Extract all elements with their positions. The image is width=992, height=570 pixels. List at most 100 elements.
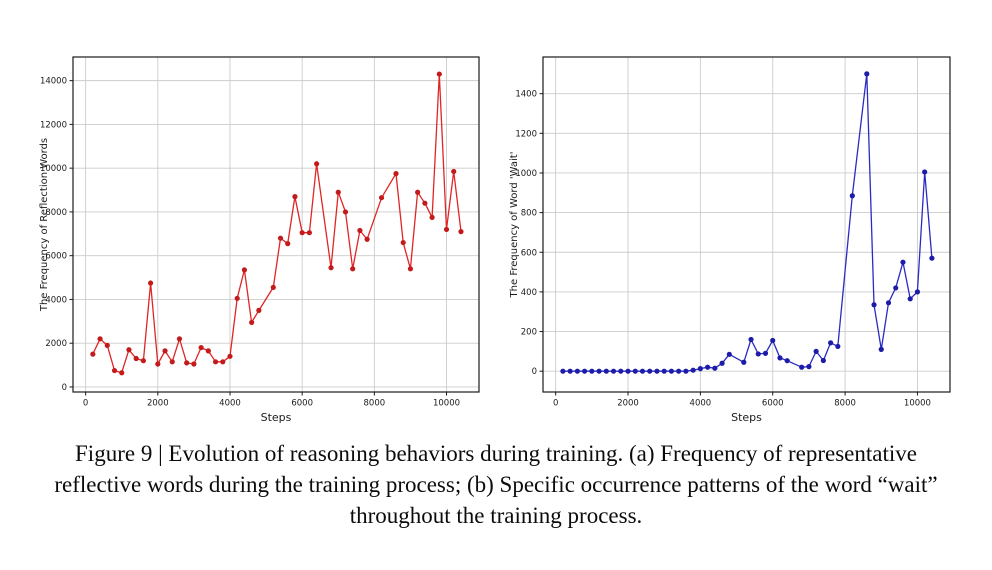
data-point [618, 368, 624, 374]
data-point [119, 370, 125, 376]
data-point [415, 189, 421, 195]
data-point [828, 340, 834, 346]
x-tick-label: 6000 [762, 399, 784, 409]
data-point [813, 348, 819, 354]
caption-line: throughout the training process. [349, 503, 643, 528]
data-point [169, 359, 175, 365]
x-tick-label: 8000 [834, 399, 856, 409]
x-tick-label: 8000 [364, 399, 386, 409]
chart-reflection-words: 0 2000 4000 6000 8000 10000 0 2000 4000 6000 8000 1… [39, 56, 480, 424]
data-point [198, 344, 204, 351]
data-point [871, 302, 877, 308]
data-point [610, 368, 617, 374]
y-tick-label: 12000 [40, 120, 67, 130]
y-tick-label: 4000 [45, 295, 67, 305]
data-point [820, 357, 826, 364]
data-point [407, 266, 414, 272]
data-point [97, 336, 103, 342]
x-tick-label: 0 [83, 399, 88, 409]
caption-line: Figure 9 | Evolution of reasoning behavi… [75, 441, 917, 466]
data-point [285, 241, 291, 247]
data-point [929, 255, 935, 261]
data-point [647, 368, 653, 374]
data-point [256, 307, 262, 313]
data-point [893, 285, 899, 291]
data-point [133, 355, 139, 362]
y-tick-label: 8000 [45, 208, 67, 218]
data-point [914, 289, 921, 295]
data-point [755, 351, 761, 357]
y-tick-label: 0 [532, 367, 537, 377]
data-point [429, 214, 435, 220]
data-point [422, 200, 428, 206]
data-point [357, 227, 363, 234]
data-point [234, 295, 240, 301]
data-point [589, 368, 595, 374]
x-tick-label: 4000 [219, 399, 241, 409]
data-point [567, 368, 573, 374]
data-point [654, 368, 660, 374]
caption-line: reflective words during the training pro… [54, 472, 938, 497]
data-point [603, 368, 609, 374]
chart-word-wait: 0 2000 4000 6000 8000 10000 0 200 400 600 800 1000 1… [509, 56, 951, 424]
plot-border [72, 56, 480, 393]
data-point [104, 342, 110, 348]
data-point [777, 355, 783, 361]
data-point [350, 266, 356, 272]
data-point [328, 265, 334, 271]
data-point [574, 368, 580, 374]
data-point [292, 194, 298, 200]
y-tick-label: 600 [521, 248, 537, 258]
data-point [393, 171, 399, 177]
y-tick-label: 1000 [515, 169, 537, 179]
x-tick-label: 10000 [433, 399, 460, 409]
data-point [719, 360, 725, 366]
y-tick-label: 200 [521, 328, 537, 338]
data-point [147, 280, 154, 286]
data-point [249, 319, 255, 326]
data-point [241, 267, 248, 273]
x-tick-label: 0 [553, 399, 558, 409]
data-point [400, 239, 406, 246]
y-tick-label: 800 [521, 209, 537, 219]
data-point [632, 368, 638, 374]
y-tick-label: 6000 [45, 252, 67, 262]
data-point [378, 195, 385, 201]
data-point [770, 337, 776, 344]
y-tick-label: 1400 [515, 90, 537, 100]
y-tick-label: 0 [62, 383, 67, 393]
data-point [690, 367, 696, 373]
data-point [184, 360, 190, 366]
data-point [596, 368, 602, 374]
data-point [907, 296, 913, 302]
data-point [697, 366, 703, 372]
data-point [191, 361, 197, 367]
x-axis-label: Steps [731, 411, 762, 424]
data-point [270, 284, 276, 291]
x-tick-label: 6000 [291, 399, 313, 409]
data-point [364, 236, 370, 242]
data-point [111, 367, 118, 374]
data-point [799, 364, 805, 370]
data-point [712, 365, 718, 371]
data-point [748, 336, 754, 343]
data-point [806, 364, 812, 370]
data-point [705, 364, 711, 370]
data-point [342, 209, 349, 215]
data-point [922, 169, 928, 175]
x-tick-label: 4000 [690, 399, 712, 409]
data-point [784, 358, 790, 364]
x-tick-label: 2000 [147, 399, 169, 409]
data-point [676, 368, 682, 374]
y-tick-label: 2000 [45, 339, 67, 349]
series-line [562, 73, 933, 372]
data-point [900, 259, 906, 265]
data-point [726, 351, 732, 357]
data-point [227, 353, 233, 359]
plot-border [542, 56, 951, 393]
data-point [885, 300, 892, 306]
data-point [220, 359, 226, 365]
data-point [155, 361, 161, 367]
y-tick-label: 1200 [515, 129, 537, 139]
